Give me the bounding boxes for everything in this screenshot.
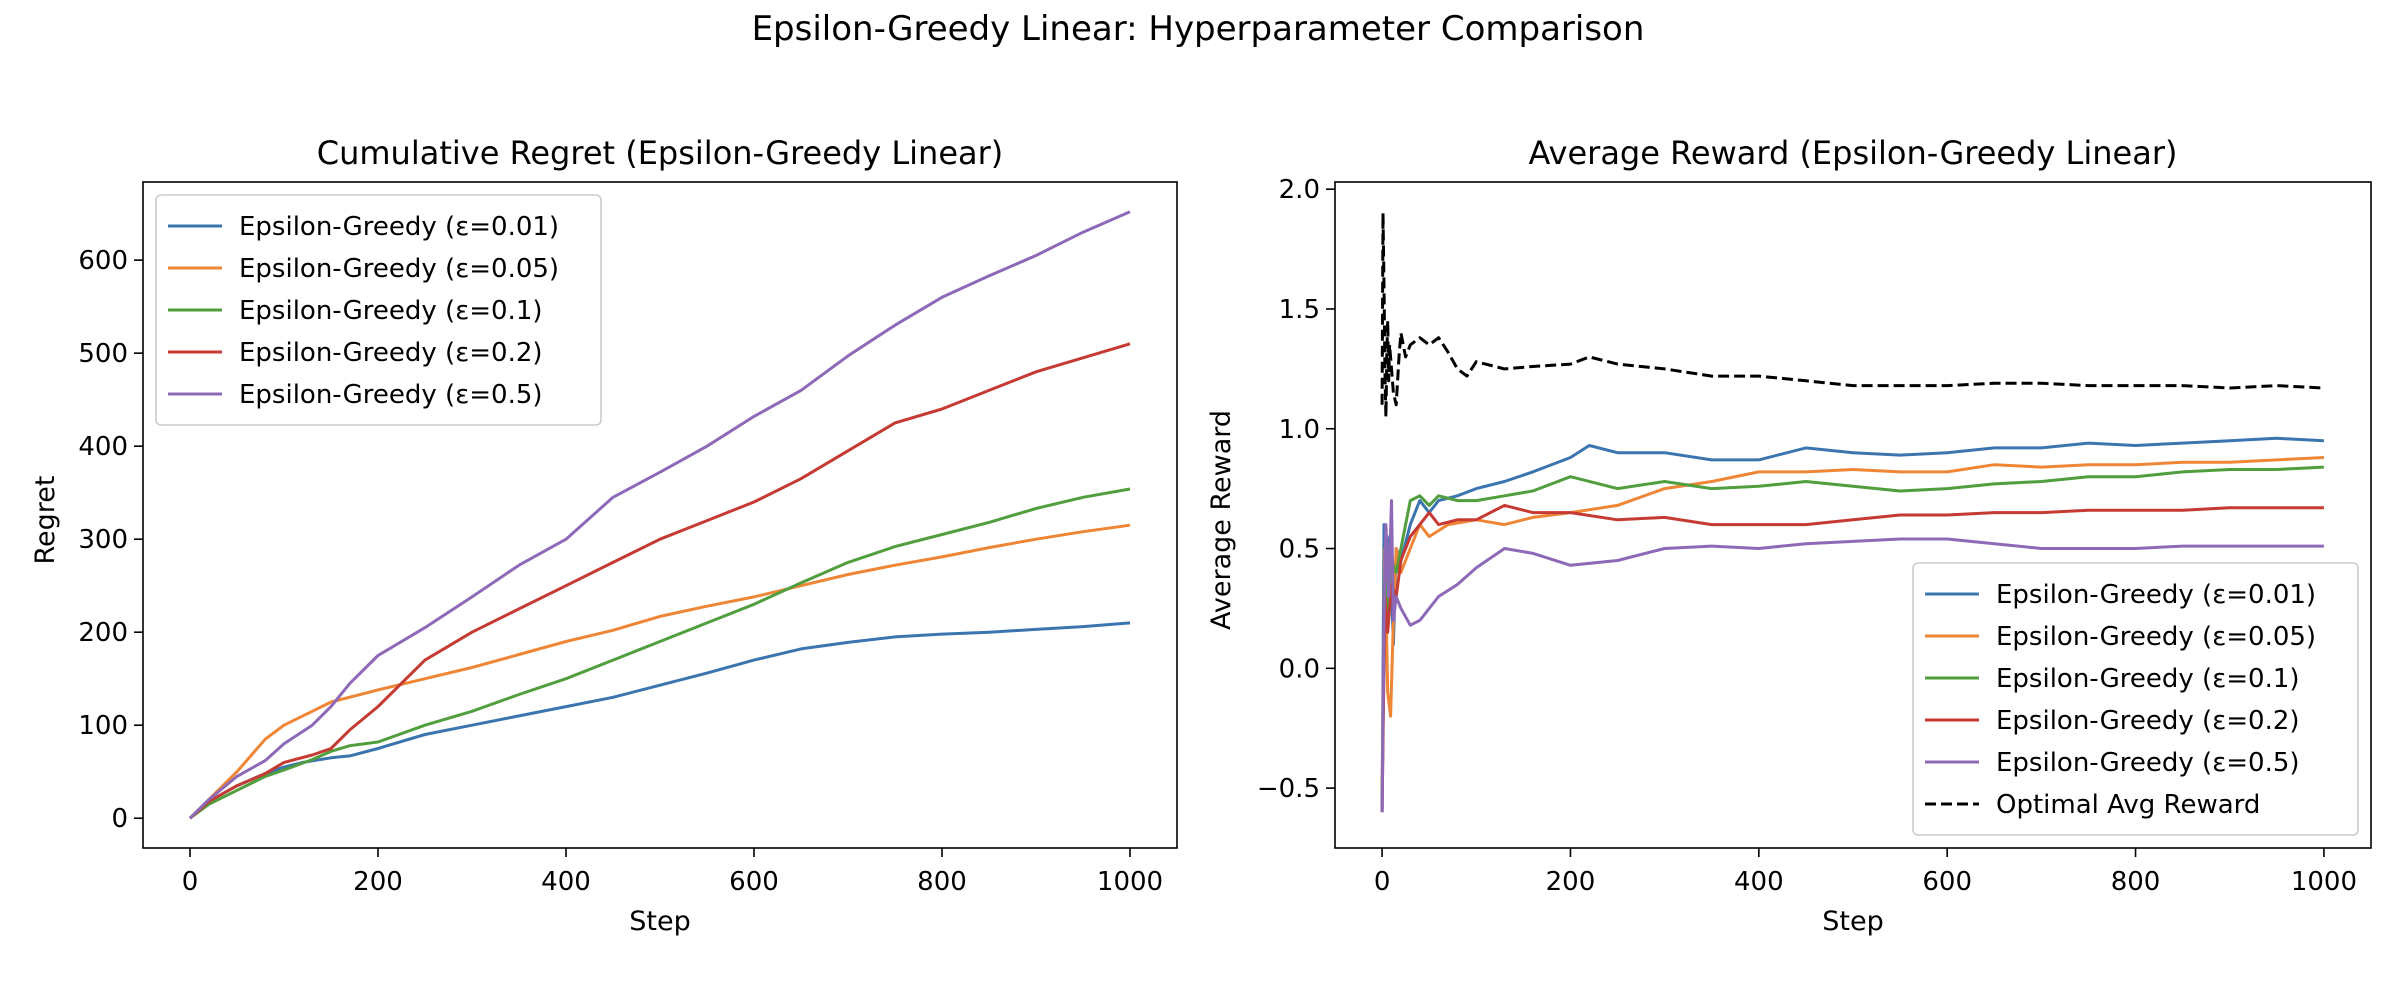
reward-x-tick-label: 800 [2111, 867, 2161, 897]
reward-y-tick-label: 2.0 [1279, 175, 1320, 205]
regret-legend-label-0: Epsilon-Greedy (ε=0.01) [239, 212, 559, 242]
regret-series-line-4 [188, 210, 1131, 820]
regret-legend-box [155, 194, 602, 426]
regret-legend-label-4: Epsilon-Greedy (ε=0.5) [239, 380, 543, 410]
reward-series-line-4 [1380, 499, 2324, 813]
reward-series-line-5 [1380, 211, 2324, 419]
reward-y-tick-label: 1.0 [1279, 415, 1320, 445]
regret-legend-label-3: Epsilon-Greedy (ε=0.2) [239, 338, 543, 368]
reward-y-tick-label: 1.5 [1279, 295, 1320, 325]
reward-x-tick-label: 0 [1374, 867, 1391, 897]
reward-legend-label-1: Epsilon-Greedy (ε=0.05) [1996, 622, 2316, 652]
figure-title: Epsilon-Greedy Linear: Hyperparameter Co… [752, 9, 1645, 49]
regret-series-line-0 [189, 621, 1131, 820]
regret-series-line-3 [189, 342, 1131, 820]
regret-x-tick-label: 1000 [1097, 867, 1163, 897]
reward-x-axis-label: Step [1822, 906, 1883, 937]
regret-x-tick-label: 800 [917, 867, 967, 897]
regret-y-tick-label: 200 [78, 618, 128, 648]
regret-y-tick-label: 500 [78, 339, 128, 369]
reward-series-line-3 [1380, 503, 2324, 813]
reward-x-tick-label: 600 [1922, 867, 1972, 897]
regret-x-axis-label: Step [629, 906, 690, 937]
reward-y-tick-label: 0.5 [1279, 535, 1320, 565]
regret-series-line-2 [189, 487, 1131, 820]
reward-axes-frame [1334, 181, 2372, 849]
regret-legend-label-1: Epsilon-Greedy (ε=0.05) [239, 254, 559, 284]
reward-legend-label-5: Optimal Avg Reward [1996, 790, 2260, 820]
reward-series-line-2 [1380, 465, 2324, 801]
regret-chart-panel: Cumulative Regret (Epsilon-Greedy Linear… [30, 134, 1178, 937]
regret-x-tick-label: 200 [353, 867, 403, 897]
regret-x-tick-label: 600 [729, 867, 779, 897]
reward-x-tick-label: 200 [1546, 867, 1596, 897]
reward-legend-label-4: Epsilon-Greedy (ε=0.5) [1996, 748, 2300, 778]
reward-legend: Epsilon-Greedy (ε=0.01) Epsilon-Greedy (ε… [1912, 562, 2359, 836]
regret-y-tick-label: 600 [78, 246, 128, 276]
reward-x-tick-label: 400 [1734, 867, 1784, 897]
regret-legend-label-2: Epsilon-Greedy (ε=0.1) [239, 296, 543, 326]
regret-legend: Epsilon-Greedy (ε=0.01) Epsilon-Greedy (ε… [155, 194, 602, 426]
regret-y-axis-label: Regret [30, 475, 61, 564]
regret-y-tick-label: 0 [111, 804, 128, 834]
regret-series-line-1 [188, 523, 1131, 820]
regret-x-tick-label: 0 [182, 867, 199, 897]
reward-y-tick-label: 0.0 [1279, 654, 1320, 684]
reward-y-axis-label: Average Reward [1206, 410, 1237, 630]
regret-y-tick-label: 300 [78, 525, 128, 555]
reward-legend-label-0: Epsilon-Greedy (ε=0.01) [1996, 580, 2316, 610]
reward-chart-title: Average Reward (Epsilon-Greedy Linear) [1529, 134, 2178, 172]
regret-x-tick-label: 400 [541, 867, 591, 897]
reward-y-tick-label: −0.5 [1257, 774, 1320, 804]
regret-y-tick-label: 400 [78, 432, 128, 462]
reward-series-line-1 [1380, 456, 2324, 789]
reward-legend-label-2: Epsilon-Greedy (ε=0.1) [1996, 664, 2300, 694]
reward-chart-panel: Average Reward (Epsilon-Greedy Linear) S… [1206, 134, 2372, 937]
reward-x-tick-label: 1000 [2291, 867, 2357, 897]
reward-legend-label-3: Epsilon-Greedy (ε=0.2) [1996, 706, 2300, 736]
regret-y-tick-label: 100 [78, 711, 128, 741]
reward-legend-box [1912, 562, 2359, 836]
regret-chart-title: Cumulative Regret (Epsilon-Greedy Linear… [317, 134, 1004, 172]
regret-axes-frame [142, 181, 1178, 849]
